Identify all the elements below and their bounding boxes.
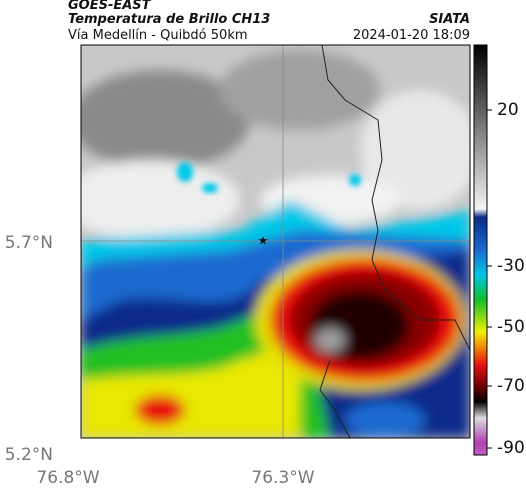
satellite-image: ★ (81, 45, 470, 438)
colorbar-tick: -30 (497, 256, 525, 276)
lon-label: 76.8°W (36, 468, 99, 488)
lat-label: 5.7°N (5, 233, 53, 253)
source: SIATA (429, 12, 470, 27)
svg-text:★: ★ (258, 234, 269, 248)
lat-label: 5.2°N (5, 445, 53, 465)
colorbar (473, 44, 488, 456)
lon-label: 76.3°W (251, 468, 314, 488)
location: Vía Medellín - Quibdó 50km (68, 28, 248, 43)
title: GOES-EAST (68, 0, 152, 13)
datetime: 2024-01-20 18:09 (353, 28, 470, 43)
colorbar-tick: -90 (497, 438, 525, 458)
colorbar-tick: 20 (497, 100, 519, 120)
colorbar-tick: -50 (497, 317, 525, 337)
subtitle: Temperatura de Brillo CH13 (68, 12, 270, 27)
colorbar-tick: -70 (497, 376, 525, 396)
